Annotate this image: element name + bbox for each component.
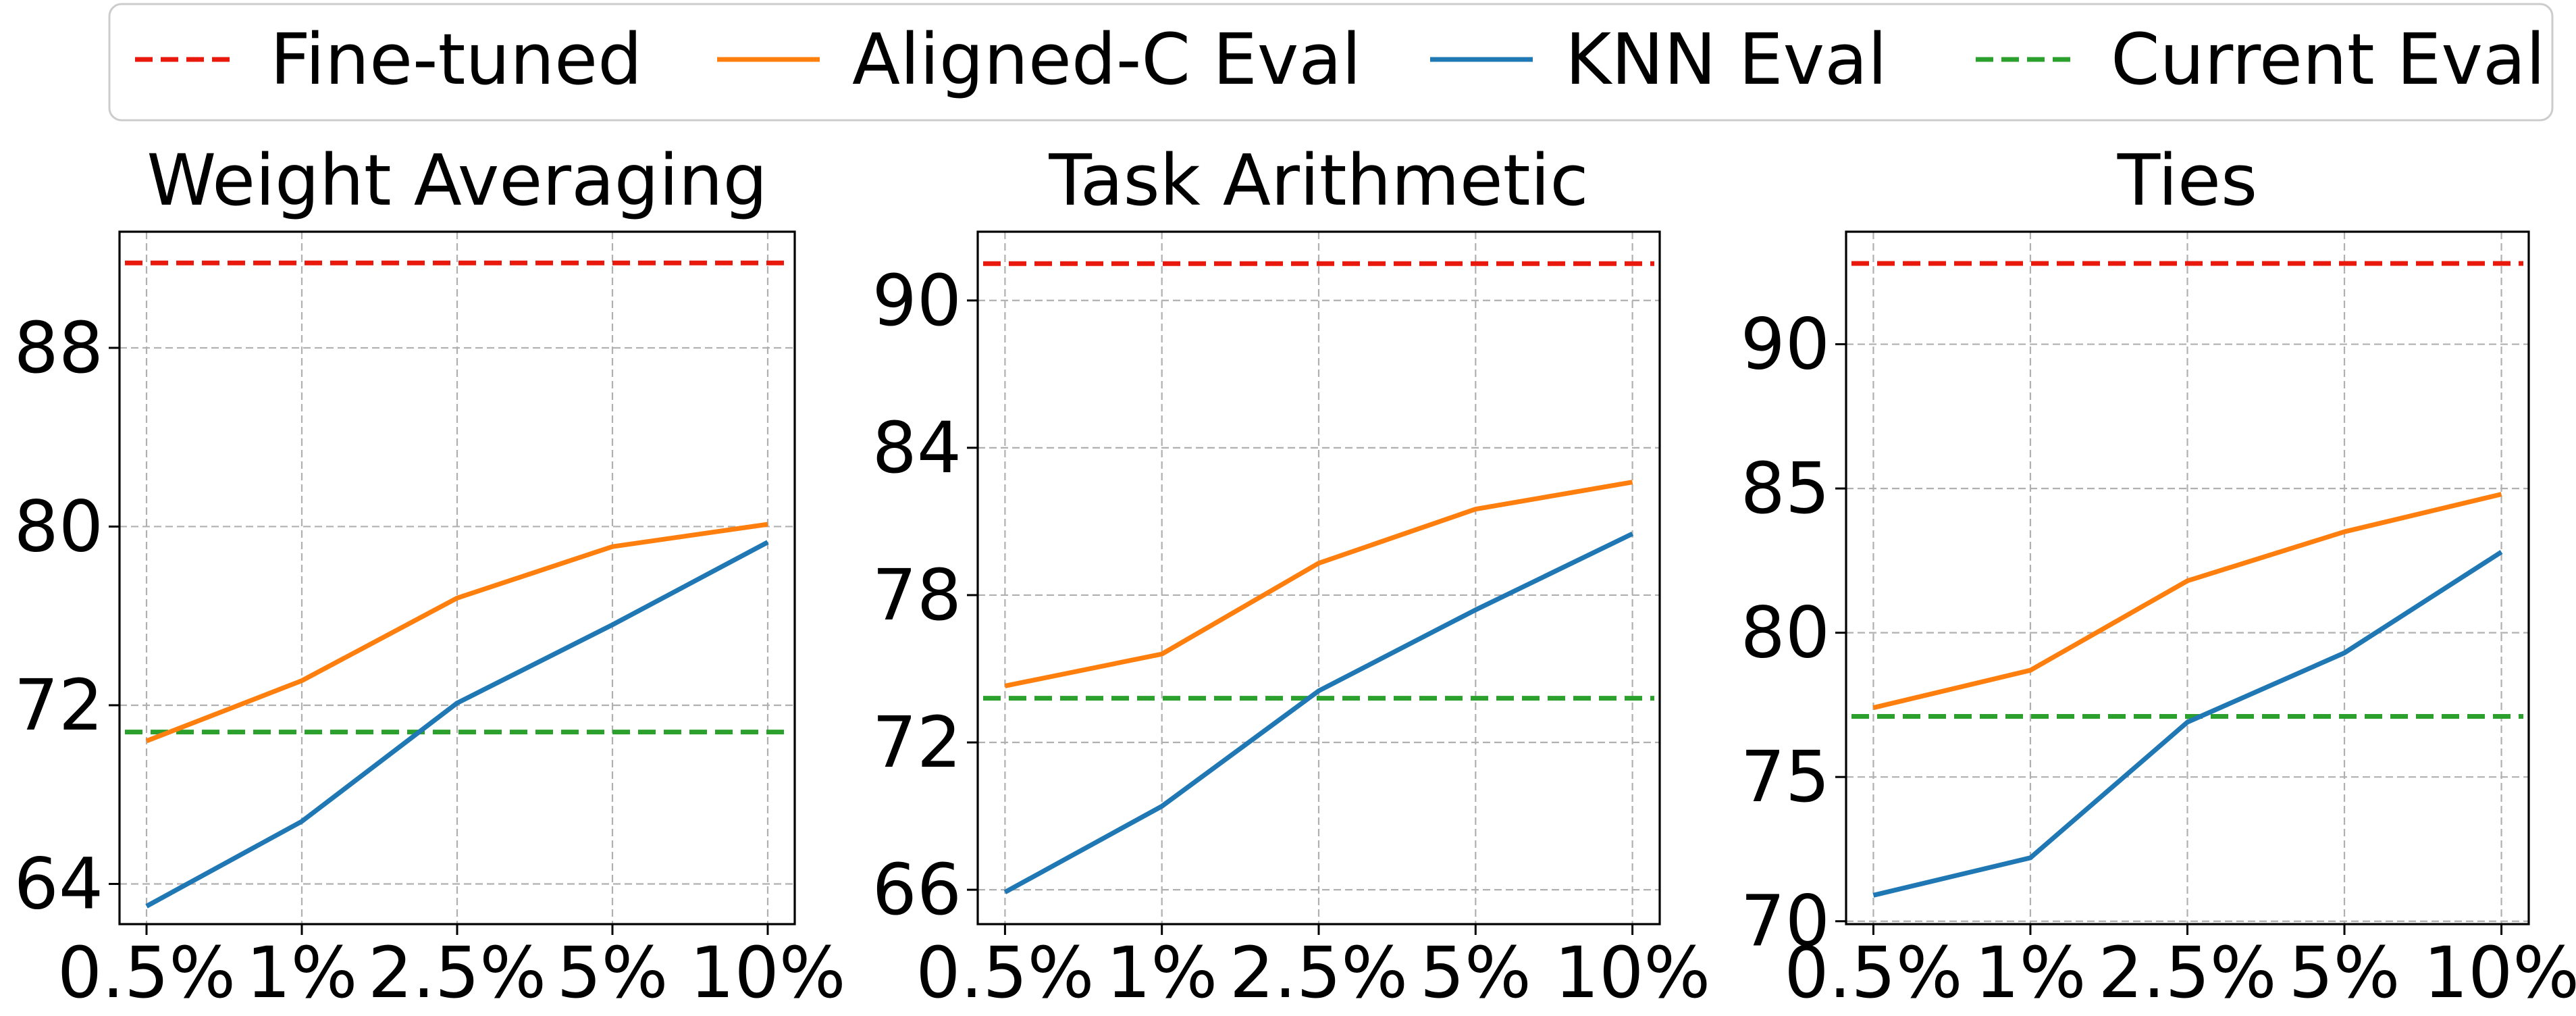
panel-task-arithmetic: 66 72 78 84 90 0.5% 1% 2.5% 5% 10% Task Arithmetic — [872, 139, 1711, 1014]
y-tick-label: 80 — [1741, 592, 1830, 674]
x-tick-label: 0.5% — [916, 932, 1094, 1014]
series-line-knn-eval — [1872, 550, 2503, 898]
legend-label-knn-eval: KNN Eval — [1565, 18, 1887, 101]
x-tick-label: 10% — [1554, 932, 1710, 1014]
legend-label-current-eval: Current Eval — [2111, 18, 2546, 101]
series-line-aligned-c-eval — [1872, 492, 2502, 711]
x-tick-label: 1% — [246, 932, 358, 1014]
panel-title: Weight Averaging — [147, 139, 767, 222]
series-line-knn-eval — [1003, 531, 1634, 894]
legend-label-aligned-c-eval: Aligned-C Eval — [852, 18, 1361, 101]
y-tick-label: 64 — [14, 842, 103, 925]
legend-label-fine-tuned: Fine-tuned — [270, 18, 642, 101]
panel-title: Ties — [2117, 139, 2257, 222]
x-tick-label: 5% — [557, 932, 668, 1014]
x-tick-label: 10% — [2423, 932, 2576, 1014]
x-tick-label: 2.5% — [368, 932, 546, 1014]
legend-frame — [108, 3, 2554, 122]
panel-ties: 70 75 80 85 90 0.5% 1% 2.5% 5% 10% Ties — [1741, 139, 2576, 1014]
x-tick-label: 5% — [1420, 932, 1531, 1014]
panel-weight-averaging: 64 72 80 88 0.5% 1% 2.5% 5% 10% Weight Averaging — [14, 139, 846, 1014]
series-line-aligned-c-eval — [1004, 480, 1633, 688]
series-line-aligned-c-eval — [145, 522, 768, 744]
x-tick-label: 5% — [2289, 932, 2400, 1014]
series-line-knn-eval — [145, 540, 769, 909]
y-tick-label: 78 — [872, 554, 962, 636]
y-tick-label: 90 — [1741, 303, 1830, 386]
x-tick-label: 0.5% — [57, 932, 236, 1014]
y-tick-label: 90 — [872, 259, 962, 342]
y-tick-label: 66 — [872, 848, 962, 931]
y-tick-label: 70 — [1741, 880, 1830, 963]
y-tick-label: 88 — [14, 307, 103, 389]
y-tick-label: 72 — [872, 701, 962, 784]
x-tick-label: 0.5% — [1784, 932, 1962, 1014]
x-tick-label: 10% — [689, 932, 845, 1014]
y-tick-label: 72 — [14, 664, 103, 746]
x-tick-label: 1% — [1974, 932, 2086, 1014]
y-tick-label: 84 — [872, 407, 962, 489]
x-tick-label: 2.5% — [1230, 932, 1408, 1014]
y-tick-label: 85 — [1741, 447, 1830, 530]
panel-title: Task Arithmetic — [1048, 139, 1588, 222]
y-tick-label: 80 — [14, 485, 103, 567]
x-tick-label: 2.5% — [2098, 932, 2276, 1014]
y-tick-label: 75 — [1741, 736, 1830, 818]
x-tick-label: 1% — [1106, 932, 1217, 1014]
legend: Fine-tuned Aligned-C Eval KNN Eval Current … — [108, 3, 2554, 122]
